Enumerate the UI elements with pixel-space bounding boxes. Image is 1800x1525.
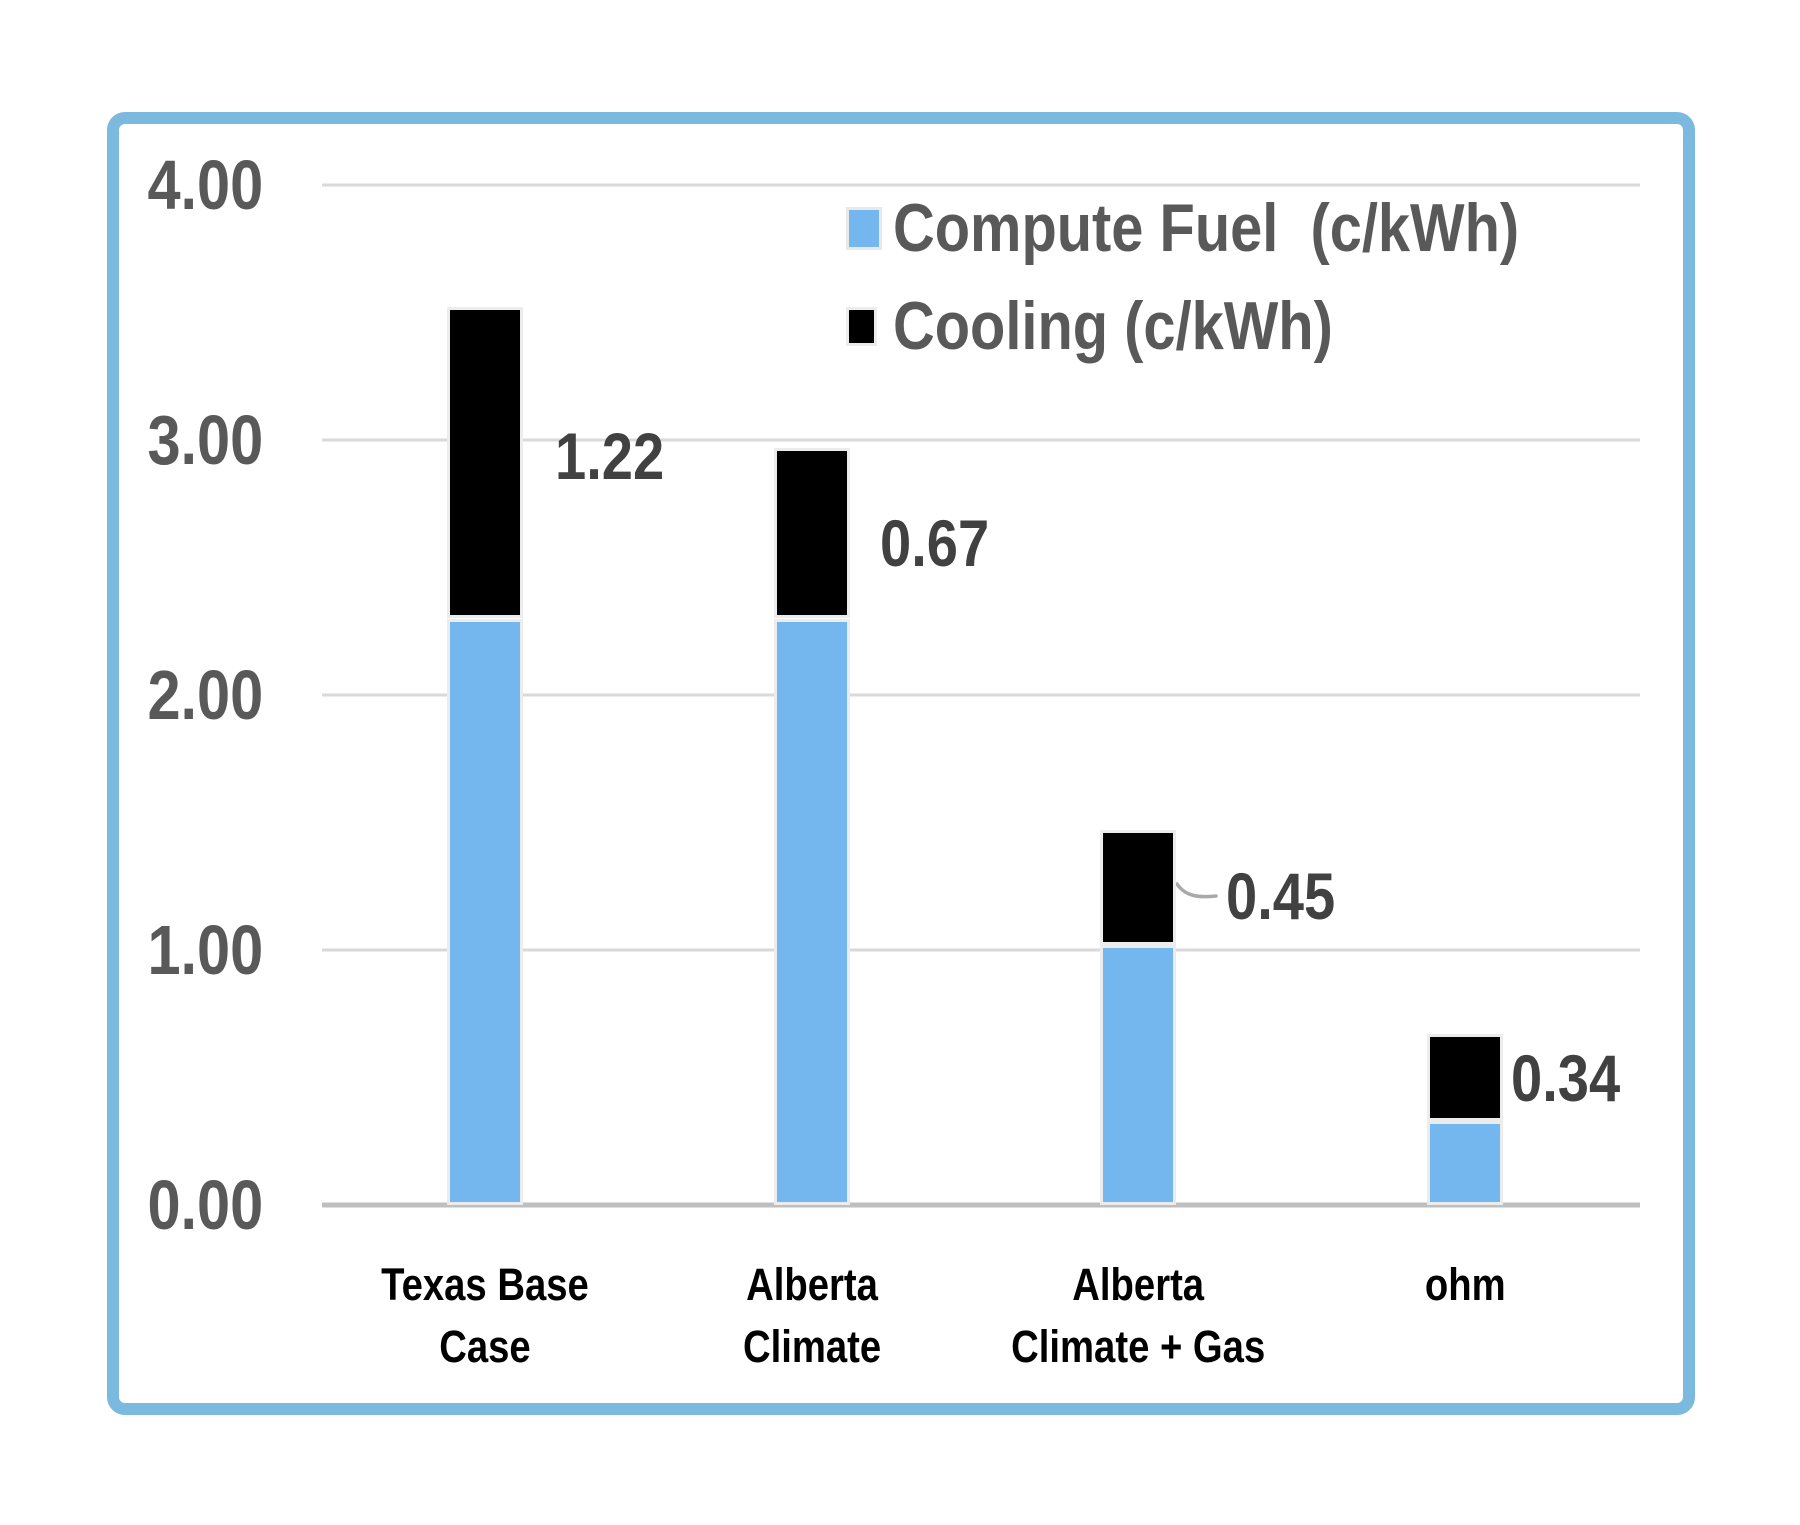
legend-item-compute-fuel: Compute Fuel (c/kWh)	[846, 190, 1630, 266]
cooling-data-label: 0.34	[1510, 1040, 1620, 1115]
y-tick-label: 4.00	[147, 146, 263, 224]
y-tick-label: 0.00	[147, 1166, 263, 1244]
compute-fuel-swatch-icon	[846, 206, 882, 250]
bar-segment-cooling	[447, 307, 524, 619]
cooling-swatch-icon	[846, 306, 877, 346]
legend-label-cooling: Cooling (c/kWh)	[893, 288, 1333, 364]
category-label: Texas Base Case	[381, 1259, 590, 1372]
bar-segment-compute-fuel	[1426, 1120, 1503, 1205]
category-label: Alberta Climate	[742, 1259, 881, 1372]
bar-segment-cooling	[1426, 1034, 1503, 1121]
cooling-data-label: 1.22	[555, 418, 665, 493]
bar-segment-cooling	[773, 447, 850, 619]
y-tick-label: 3.00	[147, 401, 263, 479]
legend: Compute Fuel (c/kWh) Cooling (c/kWh)	[846, 190, 1630, 364]
cooling-data-label: 0.45	[1226, 858, 1336, 933]
bar-segment-compute-fuel	[1100, 944, 1177, 1205]
legend-label-compute-fuel: Compute Fuel (c/kWh)	[893, 190, 1520, 266]
y-tick-label: 1.00	[147, 911, 263, 989]
x-axis-line	[322, 1202, 1640, 1208]
category-label: Alberta Climate + Gas	[1011, 1259, 1266, 1372]
legend-item-cooling: Cooling (c/kWh)	[846, 288, 1630, 364]
bar-segment-compute-fuel	[773, 618, 850, 1205]
cooling-data-label: 0.67	[879, 506, 989, 581]
gridline	[322, 438, 1640, 442]
category-label: ohm	[1424, 1259, 1506, 1310]
bar-segment-compute-fuel	[447, 618, 524, 1205]
leader-line	[1175, 882, 1218, 899]
y-tick-label: 2.00	[147, 656, 263, 734]
gridline	[322, 183, 1640, 187]
gridline	[322, 693, 1640, 697]
bar-segment-cooling	[1100, 830, 1177, 945]
gridline	[322, 948, 1640, 952]
chart-frame	[107, 112, 1695, 1415]
